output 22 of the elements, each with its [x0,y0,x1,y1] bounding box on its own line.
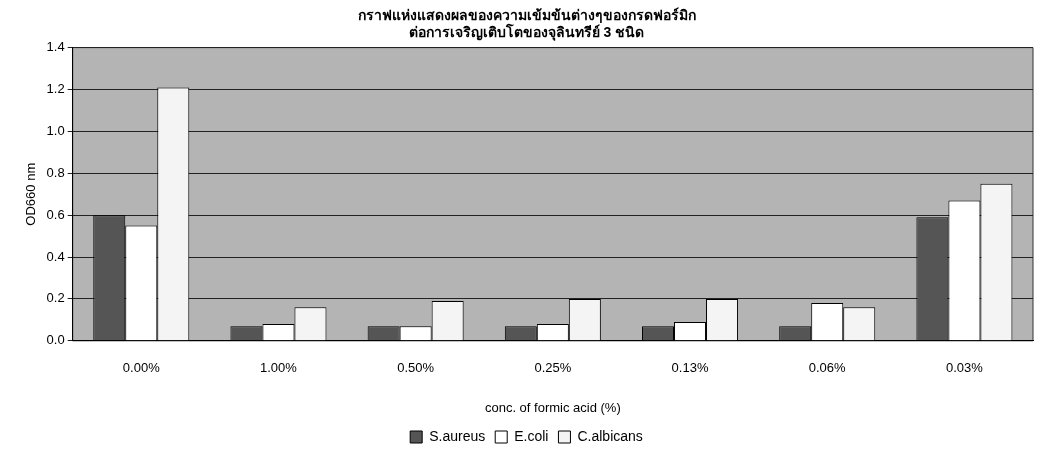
y-tick-label: 1.0 [46,122,65,138]
legend-label: E.coli [514,427,549,444]
y-tick-label: 1.4 [46,39,65,55]
text: ต่อการเจริญเติบโตของจุลินทรีย์ 3 ชนิด [408,24,645,41]
x-tick-label: 0.00% [122,360,161,376]
y-axis-title: OD660 nm [23,162,39,226]
y-tick-label: 0.0 [46,332,65,348]
y-tick-label: 0.8 [46,164,65,180]
x-tick-label: 0.06% [808,360,847,376]
y-tick-label: 0.2 [46,290,65,306]
x-axis-title: conc. of formic acid (%) [484,399,621,415]
y-tick-label: 1.2 [46,81,65,97]
x-tick-label: 0.03% [945,360,984,376]
y-tick-label: 0.4 [46,248,65,264]
text: กราฟแห่งแสดงผลของความเข้มข้นต่างๆของกรดฟอร์มิก [357,7,696,24]
x-tick-label: 0.25% [534,360,572,376]
x-tick-label: 0.13% [671,360,709,376]
y-tick-label: 0.6 [46,206,65,222]
x-tick-label: 1.00% [260,360,298,376]
x-tick-label: 0.50% [397,360,435,376]
legend-label: C.albicans [577,427,643,444]
legend-label: S.aureus [429,427,486,444]
